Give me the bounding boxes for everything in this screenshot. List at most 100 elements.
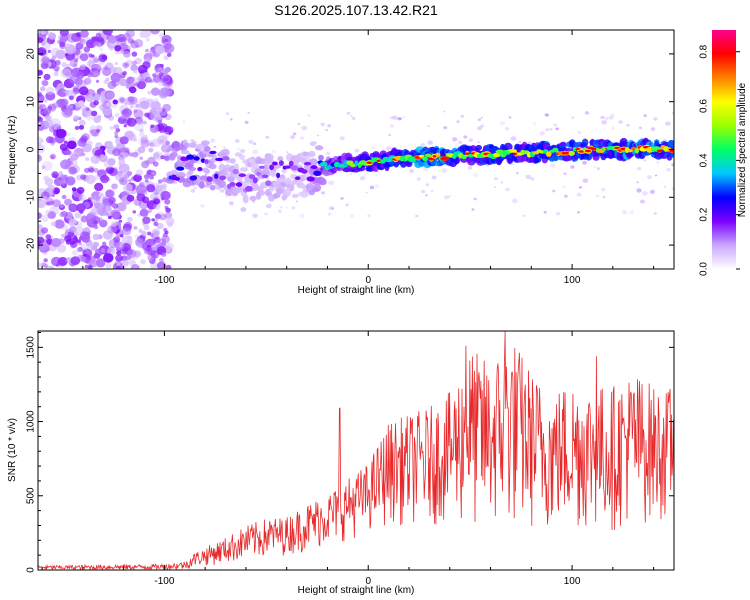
noise-blob	[66, 140, 77, 150]
noise-blob	[151, 171, 156, 176]
noise-blob	[317, 134, 320, 137]
noise-blob	[458, 140, 463, 145]
noise-blob	[92, 233, 100, 241]
noise-blob	[345, 203, 349, 207]
snr-frame	[37, 330, 675, 571]
noise-blob	[90, 129, 99, 137]
noise-blob	[85, 157, 90, 161]
ridge-core	[509, 149, 517, 153]
noise-blob	[272, 149, 277, 154]
noise-blob	[51, 155, 55, 159]
noise-blob	[163, 227, 168, 232]
noise-blob	[72, 63, 78, 68]
noise-blob	[68, 95, 74, 101]
noise-blob	[119, 78, 128, 87]
noise-blob	[93, 100, 99, 106]
noise-blob	[136, 184, 147, 195]
y-tick-label: 10	[26, 96, 37, 108]
noise-blob	[92, 241, 100, 248]
noise-blob	[117, 116, 127, 124]
noise-blob	[518, 141, 522, 143]
noise-blob	[151, 246, 157, 251]
noise-blob	[60, 159, 72, 170]
noise-blob	[150, 107, 157, 114]
noise-blob	[87, 71, 93, 78]
ridge-halo	[176, 158, 183, 168]
ridge-core	[238, 173, 246, 177]
noise-blob	[403, 116, 406, 118]
ridge-core	[295, 176, 301, 180]
noise-blob	[610, 113, 615, 118]
noise-blob	[118, 96, 126, 104]
noise-blob	[50, 138, 57, 144]
noise-blob	[161, 252, 167, 257]
colorbar-tick-label: 0.4	[699, 153, 710, 167]
noise-blob	[421, 189, 426, 194]
noise-blob	[143, 174, 150, 180]
noise-blob	[508, 116, 512, 119]
ridge-core	[304, 161, 311, 166]
noise-blob	[339, 136, 345, 141]
noise-blob	[163, 153, 171, 161]
noise-blob	[114, 113, 120, 118]
ridge-halo	[184, 142, 190, 149]
noise-blob	[85, 213, 96, 223]
noise-blob	[59, 41, 66, 47]
noise-blob	[55, 128, 67, 139]
noise-blob	[141, 231, 147, 236]
noise-blob	[85, 107, 90, 111]
noise-blob	[295, 200, 299, 203]
noise-blob	[74, 147, 84, 157]
noise-blob	[425, 194, 428, 197]
noise-blob	[146, 184, 156, 193]
noise-blob	[156, 261, 167, 269]
ridge-halo	[503, 142, 513, 152]
noise-blob	[38, 199, 46, 209]
noise-blob	[219, 188, 225, 193]
noise-blob	[119, 42, 129, 51]
noise-blob	[500, 181, 504, 184]
noise-blob	[134, 57, 142, 65]
ridge-core	[193, 156, 200, 161]
ridge-core	[189, 175, 198, 181]
noise-blob	[142, 216, 151, 225]
noise-blob	[50, 47, 61, 58]
noise-blob	[121, 108, 133, 118]
x-tick-label: 0	[365, 275, 371, 286]
noise-blob	[87, 60, 95, 68]
noise-blob	[65, 52, 75, 61]
noise-blob	[544, 113, 549, 117]
noise-blob	[545, 113, 549, 117]
noise-blob	[133, 226, 138, 230]
noise-blob	[139, 132, 145, 138]
noise-blob	[138, 32, 145, 38]
noise-blob	[420, 143, 426, 147]
noise-blob	[105, 205, 112, 212]
noise-blob	[109, 126, 114, 130]
noise-blob	[152, 74, 162, 83]
noise-blob	[93, 168, 99, 173]
noise-blob	[115, 128, 121, 133]
noise-blob	[582, 160, 587, 165]
noise-blob	[102, 230, 113, 240]
noise-blob	[60, 68, 72, 79]
noise-blob	[171, 127, 176, 131]
noise-blob	[92, 70, 100, 77]
noise-blob	[163, 43, 175, 54]
noise-blob	[156, 222, 164, 230]
noise-blob	[92, 146, 103, 157]
noise-blob	[114, 45, 122, 52]
noise-blob	[278, 209, 282, 213]
noise-blob	[123, 124, 128, 128]
noise-blob	[158, 72, 164, 77]
ridge-core	[278, 160, 284, 166]
ridge-halo	[177, 172, 186, 177]
noise-blob	[120, 114, 126, 120]
noise-blob	[328, 180, 335, 186]
noise-blob	[505, 127, 510, 131]
noise-blob	[105, 140, 114, 148]
noise-blob	[85, 174, 96, 184]
noise-blob	[161, 241, 166, 246]
noise-blob	[247, 111, 250, 114]
noise-blob	[79, 30, 89, 38]
